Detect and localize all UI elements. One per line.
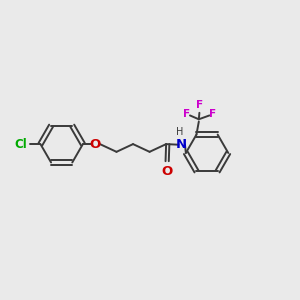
Text: F: F bbox=[209, 109, 217, 119]
Text: Cl: Cl bbox=[14, 138, 27, 151]
Text: H: H bbox=[176, 127, 184, 137]
Text: F: F bbox=[183, 109, 190, 119]
Text: O: O bbox=[161, 165, 172, 178]
Text: N: N bbox=[176, 138, 187, 151]
Text: O: O bbox=[90, 138, 101, 151]
Text: F: F bbox=[196, 100, 203, 110]
